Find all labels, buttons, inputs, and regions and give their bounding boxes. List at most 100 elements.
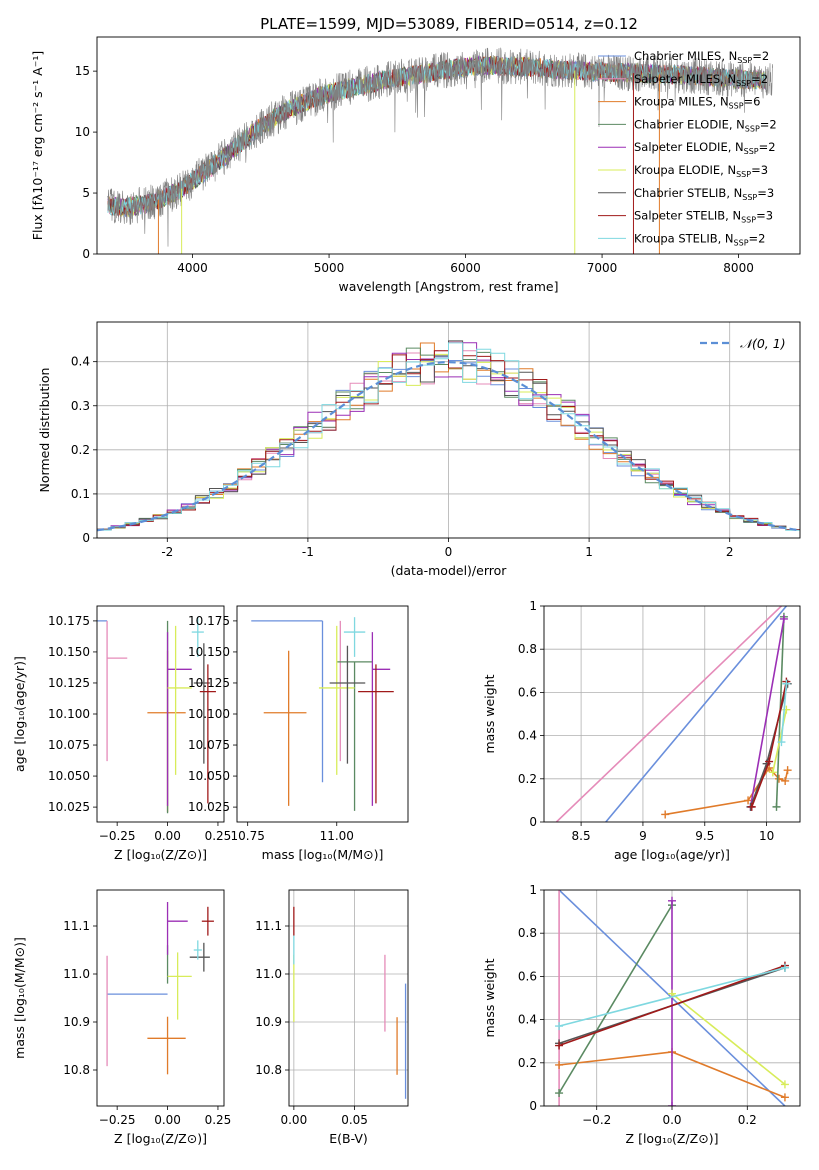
x-axis-label: Z [log₁₀(Z/Z⊙)] bbox=[626, 1131, 719, 1146]
legend-entry: Salpeter ELODIE, NSSP=2 bbox=[634, 140, 776, 156]
x-tick-label: 0 bbox=[445, 545, 453, 559]
y-axis-label: age [log₁₀(age/yr)] bbox=[12, 656, 27, 772]
x-tick-label: -1 bbox=[302, 545, 314, 559]
series-line bbox=[558, 967, 786, 1027]
point-marker bbox=[772, 802, 781, 811]
y-tick-label: 0.2 bbox=[518, 1056, 537, 1070]
x-tick-label: 0.00 bbox=[154, 829, 181, 843]
x-tick-label: 0.05 bbox=[341, 1113, 368, 1127]
y-axis-label: Normed distribution bbox=[37, 368, 52, 493]
normal-curve bbox=[97, 360, 800, 532]
legend-label: Kroupa ELODIE, N bbox=[634, 163, 736, 177]
axes-frame bbox=[96, 889, 225, 1107]
legend-label: Salpeter MILES, N bbox=[634, 72, 736, 86]
x-tick-label: 1 bbox=[585, 545, 593, 559]
panel-age-vs-Z: −0.25 0.00 0.25 10.025 10.050 10.075 10.100 10.… bbox=[12, 605, 232, 862]
x-tick-label: 0.0 bbox=[662, 1113, 681, 1127]
axes-frame bbox=[543, 605, 801, 823]
series-line bbox=[605, 606, 788, 822]
y-tick-label: 10.025 bbox=[48, 800, 90, 814]
axes-frame bbox=[96, 605, 225, 823]
y-axis-label: mass weight bbox=[482, 674, 497, 753]
y-tick-label: 10.050 bbox=[48, 769, 90, 783]
y-tick-label: 0.4 bbox=[518, 1013, 537, 1027]
figure-title: PLATE=1599, MJD=53089, FIBERID=0514, z=0… bbox=[260, 15, 638, 33]
legend-entry: Salpeter MILES, NSSP=2 bbox=[634, 72, 768, 88]
legend-sub: SSP bbox=[745, 124, 760, 133]
series-line bbox=[780, 683, 788, 743]
point-marker bbox=[777, 738, 786, 747]
legend-suffix: =3 bbox=[757, 186, 774, 200]
legend-label: Chabrier ELODIE, N bbox=[634, 117, 745, 131]
legend-sub: SSP bbox=[742, 193, 757, 202]
point-marker bbox=[555, 1060, 564, 1069]
x-tick-label: 0.00 bbox=[280, 1113, 307, 1127]
y-tick-label: 0.1 bbox=[71, 487, 90, 501]
plot-area bbox=[106, 902, 214, 1075]
point-marker bbox=[779, 614, 788, 623]
legend-sub: SSP bbox=[741, 216, 756, 225]
y-axis-label: mass [log₁₀(M/M⊙)] bbox=[12, 937, 27, 1059]
legend-label: Chabrier STELIB, N bbox=[634, 186, 742, 200]
x-tick-label: 9.5 bbox=[695, 829, 714, 843]
legend-suffix: =2 bbox=[751, 72, 768, 86]
y-tick-label: 10.150 bbox=[188, 645, 230, 659]
axes-frame bbox=[96, 321, 801, 539]
y-tick-label: 0.4 bbox=[71, 355, 90, 369]
legend-sub: SSP bbox=[736, 79, 751, 88]
panel-massweight-vs-age: 8.5 9 9.5 10 0 0.2 0.4 0.6 0.8 1 age [log₁₀(age/yr… bbox=[482, 599, 801, 862]
panel-age-vs-mass: 10.75 11.00 10.025 10.050 10.075 10.100 10.125… bbox=[188, 605, 409, 862]
y-tick-label: 0.6 bbox=[518, 969, 537, 983]
legend-suffix: =3 bbox=[756, 209, 773, 223]
x-tick-label: -2 bbox=[161, 545, 173, 559]
y-axis-label: mass weight bbox=[482, 958, 497, 1037]
y-tick-label: 10.175 bbox=[48, 614, 90, 628]
legend-entry: Salpeter STELIB, NSSP=3 bbox=[634, 209, 773, 225]
y-tick-label: 10.025 bbox=[188, 800, 230, 814]
point-marker bbox=[781, 776, 790, 785]
legend-label: Salpeter STELIB, N bbox=[634, 209, 741, 223]
point-marker bbox=[782, 679, 791, 688]
legend-entry: Kroupa MILES, NSSP=6 bbox=[634, 95, 760, 111]
legend-suffix: =2 bbox=[760, 117, 777, 131]
x-tick-label: 0.25 bbox=[205, 829, 232, 843]
legend-label: Salpeter ELODIE, N bbox=[634, 140, 744, 154]
y-tick-label: 10.9 bbox=[63, 1015, 90, 1029]
x-axis-label: wavelength [Angstrom, rest frame] bbox=[338, 279, 558, 294]
point-marker bbox=[768, 768, 777, 777]
y-tick-label: 10.100 bbox=[188, 707, 230, 721]
y-tick-label: 10.050 bbox=[188, 769, 230, 783]
plot-area bbox=[251, 617, 394, 811]
legend-suffix: =6 bbox=[744, 95, 761, 109]
series-line bbox=[665, 766, 789, 816]
series-line bbox=[749, 618, 785, 808]
y-tick-label: 11.1 bbox=[255, 919, 282, 933]
y-tick-label: 10.8 bbox=[63, 1063, 90, 1077]
x-tick-label: 10.75 bbox=[231, 829, 265, 843]
legend-label: Kroupa MILES, N bbox=[634, 95, 729, 109]
x-tick-label: 0.25 bbox=[205, 1113, 232, 1127]
legend-label: Chabrier MILES, N bbox=[634, 49, 737, 63]
series-line bbox=[671, 993, 786, 1086]
x-tick-label: 11.00 bbox=[320, 829, 354, 843]
x-tick-label: 7000 bbox=[587, 261, 618, 275]
panel-spectrum: 4000 5000 6000 7000 8000 0 5 10 15 wavelength [An… bbox=[30, 36, 801, 294]
x-tick-label: −0.25 bbox=[99, 1113, 136, 1127]
legend-sub: SSP bbox=[744, 147, 759, 156]
point-marker bbox=[661, 810, 670, 819]
panel-mass-vs-Z: −0.25 0.00 0.25 10.8 10.9 11.0 11.1 Z [log₁₀(Z/… bbox=[12, 889, 232, 1146]
x-tick-label: −0.25 bbox=[99, 829, 136, 843]
y-tick-label: 5 bbox=[82, 186, 90, 200]
legend-label: Kroupa STELIB, N bbox=[634, 231, 734, 245]
x-tick-label: −0.2 bbox=[582, 1113, 611, 1127]
residual-histogram bbox=[97, 342, 800, 531]
x-axis-label: age [log₁₀(age/yr)] bbox=[614, 847, 730, 862]
point-marker bbox=[668, 1102, 676, 1106]
legend-entry: Kroupa ELODIE, NSSP=3 bbox=[634, 163, 768, 179]
x-tick-label: 9 bbox=[639, 829, 647, 843]
point-marker bbox=[555, 1022, 564, 1031]
y-tick-label: 15 bbox=[75, 64, 90, 78]
y-tick-label: 0.2 bbox=[71, 443, 90, 457]
